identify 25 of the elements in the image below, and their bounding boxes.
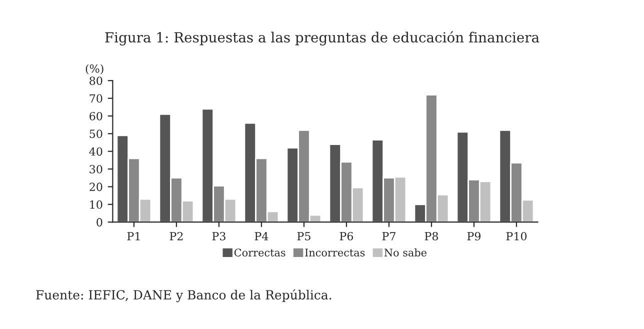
y-tick-label: 40 — [89, 147, 102, 156]
chart-title: Figura 1: Respuestas a las preguntas de educación financiera — [105, 31, 540, 46]
legend-label: Incorrectas — [305, 248, 365, 256]
legend-label: Correctas — [234, 248, 286, 256]
y-axis-title: (%) — [86, 64, 104, 74]
y-tick-label: 60 — [90, 112, 102, 120]
x-tick-label: P4 — [254, 232, 268, 240]
x-tick-label: P7 — [382, 232, 396, 240]
x-tick-label: P10 — [506, 232, 527, 240]
x-tick-label: P3 — [212, 232, 226, 240]
x-tick-label: P6 — [340, 232, 354, 240]
y-tick-label: 70 — [90, 94, 102, 103]
y-tick-label: 10 — [90, 200, 102, 209]
x-tick-label: P2 — [170, 232, 183, 240]
y-tick-label: 50 — [90, 130, 102, 138]
y-tick-label: 80 — [90, 76, 102, 85]
source-note: Fuente: IEFIC, DANE y Banco de la República. — [36, 289, 332, 302]
legend-label: No sabe — [384, 248, 426, 256]
x-tick-label: P8 — [424, 232, 438, 240]
y-tick-label: 20 — [90, 182, 102, 192]
x-tick-label: P1 — [127, 232, 140, 240]
y-tick-label: 0 — [96, 218, 102, 226]
x-tick-label: P5 — [297, 232, 310, 240]
x-tick-label: P9 — [467, 232, 481, 240]
y-tick-label: 30 — [90, 165, 102, 174]
